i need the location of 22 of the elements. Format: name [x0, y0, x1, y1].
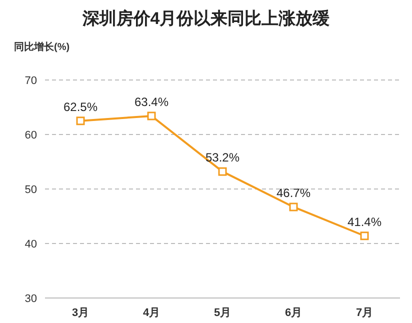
- y-tick-label: 30: [24, 293, 37, 305]
- point: [289, 202, 298, 212]
- x-tick-label: 7月: [356, 307, 374, 319]
- y-tick-label: 60: [24, 130, 37, 142]
- point: [360, 232, 369, 240]
- data-label: 53.2%: [205, 150, 240, 165]
- point: [76, 116, 85, 126]
- x-tick-label: 5月: [214, 307, 232, 319]
- data-label: 63.4%: [134, 94, 169, 109]
- y-axis-title: 同比增长(%): [14, 41, 70, 53]
- y-tick-label: 50: [24, 184, 37, 196]
- point: [218, 167, 227, 176]
- data-label: 41.4%: [347, 214, 382, 229]
- x-tick-label: 6月: [284, 307, 302, 319]
- chart-title: 深圳房价4月份以来同比上涨放缓: [81, 9, 331, 28]
- x-tick-label: 3月: [72, 307, 90, 319]
- x-tick-label: 4月: [142, 307, 160, 319]
- y-tick-label: 70: [24, 75, 37, 87]
- y-tick-label: 40: [24, 238, 37, 250]
- point: [147, 112, 156, 120]
- data-label: 62.5%: [63, 100, 98, 114]
- data-label: 46.7%: [276, 186, 311, 200]
